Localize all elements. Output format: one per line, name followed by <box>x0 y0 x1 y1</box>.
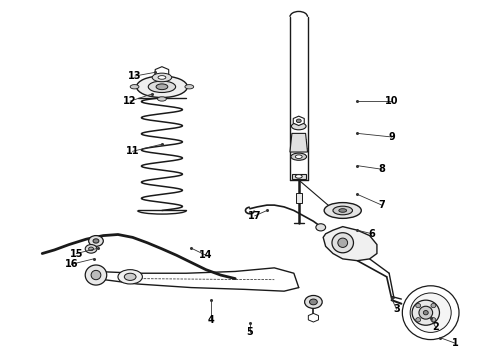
Text: 12: 12 <box>123 96 137 106</box>
Ellipse shape <box>316 224 326 231</box>
Text: 13: 13 <box>128 71 142 81</box>
Text: 6: 6 <box>368 229 375 239</box>
Ellipse shape <box>158 76 166 79</box>
Polygon shape <box>155 67 169 78</box>
Ellipse shape <box>295 175 302 178</box>
Ellipse shape <box>148 81 175 93</box>
Ellipse shape <box>89 247 94 251</box>
Ellipse shape <box>431 318 436 322</box>
Ellipse shape <box>152 73 171 82</box>
Ellipse shape <box>419 306 433 319</box>
Text: 1: 1 <box>452 338 459 348</box>
Ellipse shape <box>324 203 361 219</box>
Ellipse shape <box>118 270 143 284</box>
Ellipse shape <box>296 119 301 123</box>
Ellipse shape <box>85 244 97 253</box>
Text: 11: 11 <box>126 146 139 156</box>
Ellipse shape <box>295 155 302 158</box>
Ellipse shape <box>93 239 99 243</box>
Text: 16: 16 <box>65 259 78 269</box>
Text: 9: 9 <box>388 132 395 142</box>
Ellipse shape <box>339 209 346 212</box>
Polygon shape <box>323 226 377 261</box>
Ellipse shape <box>89 235 103 246</box>
Ellipse shape <box>124 273 136 280</box>
Polygon shape <box>290 134 308 152</box>
Text: 8: 8 <box>378 164 385 174</box>
Ellipse shape <box>338 238 347 247</box>
Ellipse shape <box>416 318 420 322</box>
Ellipse shape <box>85 265 107 285</box>
Ellipse shape <box>305 296 322 309</box>
Text: 5: 5 <box>246 327 253 337</box>
Text: 10: 10 <box>385 96 398 106</box>
Polygon shape <box>308 314 318 322</box>
Text: 3: 3 <box>393 304 400 314</box>
Ellipse shape <box>158 97 166 101</box>
Text: 7: 7 <box>378 200 385 210</box>
Ellipse shape <box>156 84 168 90</box>
Ellipse shape <box>185 85 194 89</box>
Bar <box>296 193 302 203</box>
Ellipse shape <box>137 76 187 98</box>
Text: 4: 4 <box>207 315 214 325</box>
Text: 15: 15 <box>70 248 83 258</box>
Ellipse shape <box>410 293 451 332</box>
Ellipse shape <box>412 300 440 325</box>
Ellipse shape <box>91 270 101 280</box>
Ellipse shape <box>310 299 318 305</box>
Ellipse shape <box>158 72 166 77</box>
Ellipse shape <box>291 153 307 160</box>
Polygon shape <box>293 116 304 126</box>
Text: 14: 14 <box>199 250 213 260</box>
Text: 17: 17 <box>248 211 262 221</box>
Ellipse shape <box>431 303 436 308</box>
Ellipse shape <box>130 85 139 89</box>
Text: 2: 2 <box>432 322 439 332</box>
Ellipse shape <box>402 286 459 339</box>
Ellipse shape <box>416 303 420 308</box>
Ellipse shape <box>333 206 352 215</box>
Bar <box>292 174 306 179</box>
Ellipse shape <box>332 233 353 253</box>
Ellipse shape <box>292 123 306 130</box>
Ellipse shape <box>423 311 428 315</box>
